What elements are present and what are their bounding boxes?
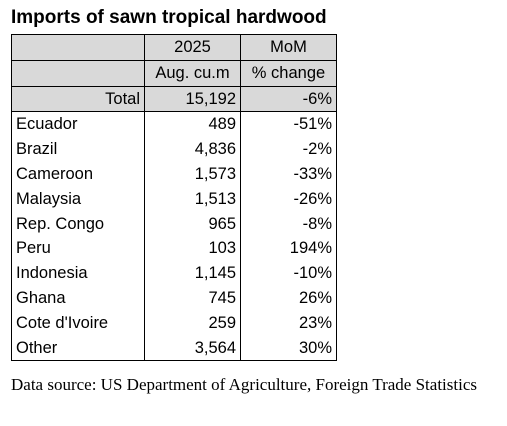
volume-cell: 489 bbox=[144, 111, 241, 138]
country-cell: Ecuador bbox=[11, 111, 145, 138]
change-cell: 30% bbox=[240, 335, 337, 362]
volume-cell: 4,836 bbox=[144, 137, 241, 162]
change-cell: -8% bbox=[240, 211, 337, 237]
volume-cell: 3,564 bbox=[144, 335, 241, 362]
volume-cell: 965 bbox=[144, 211, 241, 237]
table-row: Ghana 745 26% bbox=[11, 285, 337, 311]
total-volume: 15,192 bbox=[144, 85, 241, 113]
table-row: Brazil 4,836 -2% bbox=[11, 137, 337, 162]
imports-table: 2025 MoM Aug. cu.m % change Total 15,192… bbox=[11, 34, 337, 362]
table-row: Cote d'Ivoire 259 23% bbox=[11, 310, 337, 336]
change-cell: 194% bbox=[240, 236, 337, 262]
volume-cell: 1,573 bbox=[144, 161, 241, 187]
header-corner-cell bbox=[11, 34, 145, 61]
total-row: Total 15,192 -6% bbox=[11, 85, 337, 113]
country-cell: Rep. Congo bbox=[11, 211, 145, 237]
volume-cell: 259 bbox=[144, 310, 241, 336]
change-cell: -51% bbox=[240, 111, 337, 138]
table-row: Rep. Congo 965 -8% bbox=[11, 211, 337, 237]
country-cell: Ghana bbox=[11, 285, 145, 311]
header-corner-cell-2 bbox=[11, 59, 145, 87]
country-cell: Cameroon bbox=[11, 161, 145, 187]
country-cell: Peru bbox=[11, 236, 145, 262]
table-row: Peru 103 194% bbox=[11, 236, 337, 262]
table-row: Indonesia 1,145 -10% bbox=[11, 261, 337, 286]
change-cell: -26% bbox=[240, 186, 337, 212]
data-source-note: Data source: US Department of Agricultur… bbox=[11, 375, 477, 394]
header-mom: MoM bbox=[240, 34, 337, 61]
header-year: 2025 bbox=[144, 34, 241, 61]
header-unit: Aug. cu.m bbox=[144, 59, 241, 87]
country-cell: Other bbox=[11, 335, 145, 362]
change-cell: -33% bbox=[240, 161, 337, 187]
change-cell: -2% bbox=[240, 137, 337, 162]
country-cell: Brazil bbox=[11, 137, 145, 162]
header-row-2: Aug. cu.m % change bbox=[11, 59, 337, 87]
volume-cell: 1,513 bbox=[144, 186, 241, 212]
table-row: Other 3,564 30% bbox=[11, 335, 337, 362]
total-change: -6% bbox=[240, 85, 337, 113]
table-row: Malaysia 1,513 -26% bbox=[11, 186, 337, 212]
table-row: Ecuador 489 -51% bbox=[11, 111, 337, 138]
header-change: % change bbox=[240, 59, 337, 87]
change-cell: -10% bbox=[240, 261, 337, 286]
volume-cell: 103 bbox=[144, 236, 241, 262]
total-label: Total bbox=[11, 85, 145, 113]
table-row: Cameroon 1,573 -33% bbox=[11, 161, 337, 187]
change-cell: 26% bbox=[240, 285, 337, 311]
country-cell: Indonesia bbox=[11, 261, 145, 286]
volume-cell: 1,145 bbox=[144, 261, 241, 286]
country-cell: Malaysia bbox=[11, 186, 145, 212]
volume-cell: 745 bbox=[144, 285, 241, 311]
change-cell: 23% bbox=[240, 310, 337, 336]
chart-title: Imports of sawn tropical hardwood bbox=[11, 7, 327, 28]
header-row-1: 2025 MoM bbox=[11, 34, 337, 61]
country-cell: Cote d'Ivoire bbox=[11, 310, 145, 336]
